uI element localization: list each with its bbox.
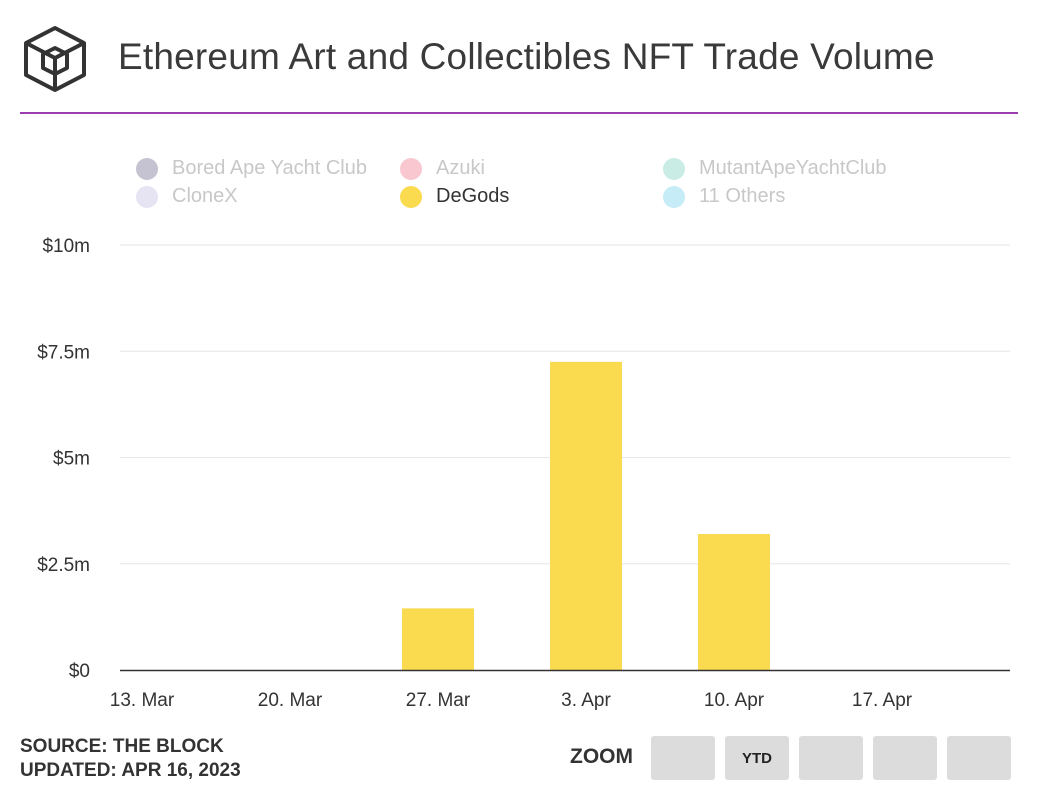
source-note: SOURCE: THE BLOCK UPDATED: APR 16, 2023 bbox=[20, 735, 241, 783]
legend-dot bbox=[663, 157, 685, 180]
legend-label: 11 Others bbox=[699, 185, 786, 207]
zoom-button-3[interactable] bbox=[799, 736, 863, 780]
zoom-button-1[interactable] bbox=[651, 736, 715, 780]
legend-dot bbox=[663, 185, 685, 208]
legend-item-mutantapeyachtclub[interactable]: MutantApeYachtClub bbox=[663, 157, 887, 180]
legend-item-azuki[interactable]: Azuki bbox=[400, 157, 485, 180]
x-tick-label: 20. Mar bbox=[258, 690, 323, 711]
y-tick-label: $5m bbox=[53, 449, 90, 470]
x-tick-label: 27. Mar bbox=[406, 690, 471, 711]
legend-label: DeGods bbox=[436, 185, 510, 207]
bar-degods bbox=[550, 361, 622, 670]
legend-dot bbox=[400, 185, 422, 208]
zoom-button-5[interactable] bbox=[947, 736, 1011, 780]
the-block-cube-icon bbox=[24, 26, 86, 92]
bar-degods bbox=[698, 534, 770, 670]
y-tick-label: $2.5m bbox=[37, 555, 90, 576]
y-tick-label: $7.5m bbox=[37, 342, 90, 363]
x-tick-label: 17. Apr bbox=[852, 690, 913, 711]
x-tick-label: 10. Apr bbox=[704, 690, 765, 711]
legend-label: MutantApeYachtClub bbox=[699, 157, 887, 179]
x-tick-label: 3. Apr bbox=[561, 690, 611, 711]
x-tick-label: 13. Mar bbox=[110, 690, 175, 711]
chart-title: Ethereum Art and Collectibles NFT Trade … bbox=[118, 36, 935, 77]
zoom-button-4[interactable] bbox=[873, 736, 937, 780]
legend-item-bored-ape-yacht-club[interactable]: Bored Ape Yacht Club bbox=[136, 157, 367, 180]
legend-dot bbox=[400, 157, 422, 180]
legend-dot bbox=[136, 185, 158, 208]
title-divider bbox=[20, 112, 1018, 114]
y-tick-label: $0 bbox=[69, 661, 90, 682]
legend-dot bbox=[136, 157, 158, 180]
legend-label: Azuki bbox=[436, 157, 485, 179]
legend-item-degods[interactable]: DeGods bbox=[400, 185, 509, 208]
zoom-button-ytd[interactable]: YTD bbox=[725, 736, 789, 780]
bar-degods bbox=[402, 608, 474, 670]
legend-item-11-others[interactable]: 11 Others bbox=[663, 185, 785, 208]
updated-text: UPDATED: APR 16, 2023 bbox=[20, 760, 241, 781]
legend-label: Bored Ape Yacht Club bbox=[172, 157, 367, 179]
legend-label: CloneX bbox=[172, 185, 238, 207]
source-text: SOURCE: THE BLOCK bbox=[20, 736, 224, 757]
legend-item-clonex[interactable]: CloneX bbox=[136, 185, 238, 208]
y-tick-label: $10m bbox=[42, 236, 90, 257]
bar-chart: $0 $2.5m $5m $7.5m $10m 13. Mar 20. Mar 27. Mar… bbox=[37, 236, 1010, 711]
zoom-label: ZOOM bbox=[570, 745, 633, 768]
